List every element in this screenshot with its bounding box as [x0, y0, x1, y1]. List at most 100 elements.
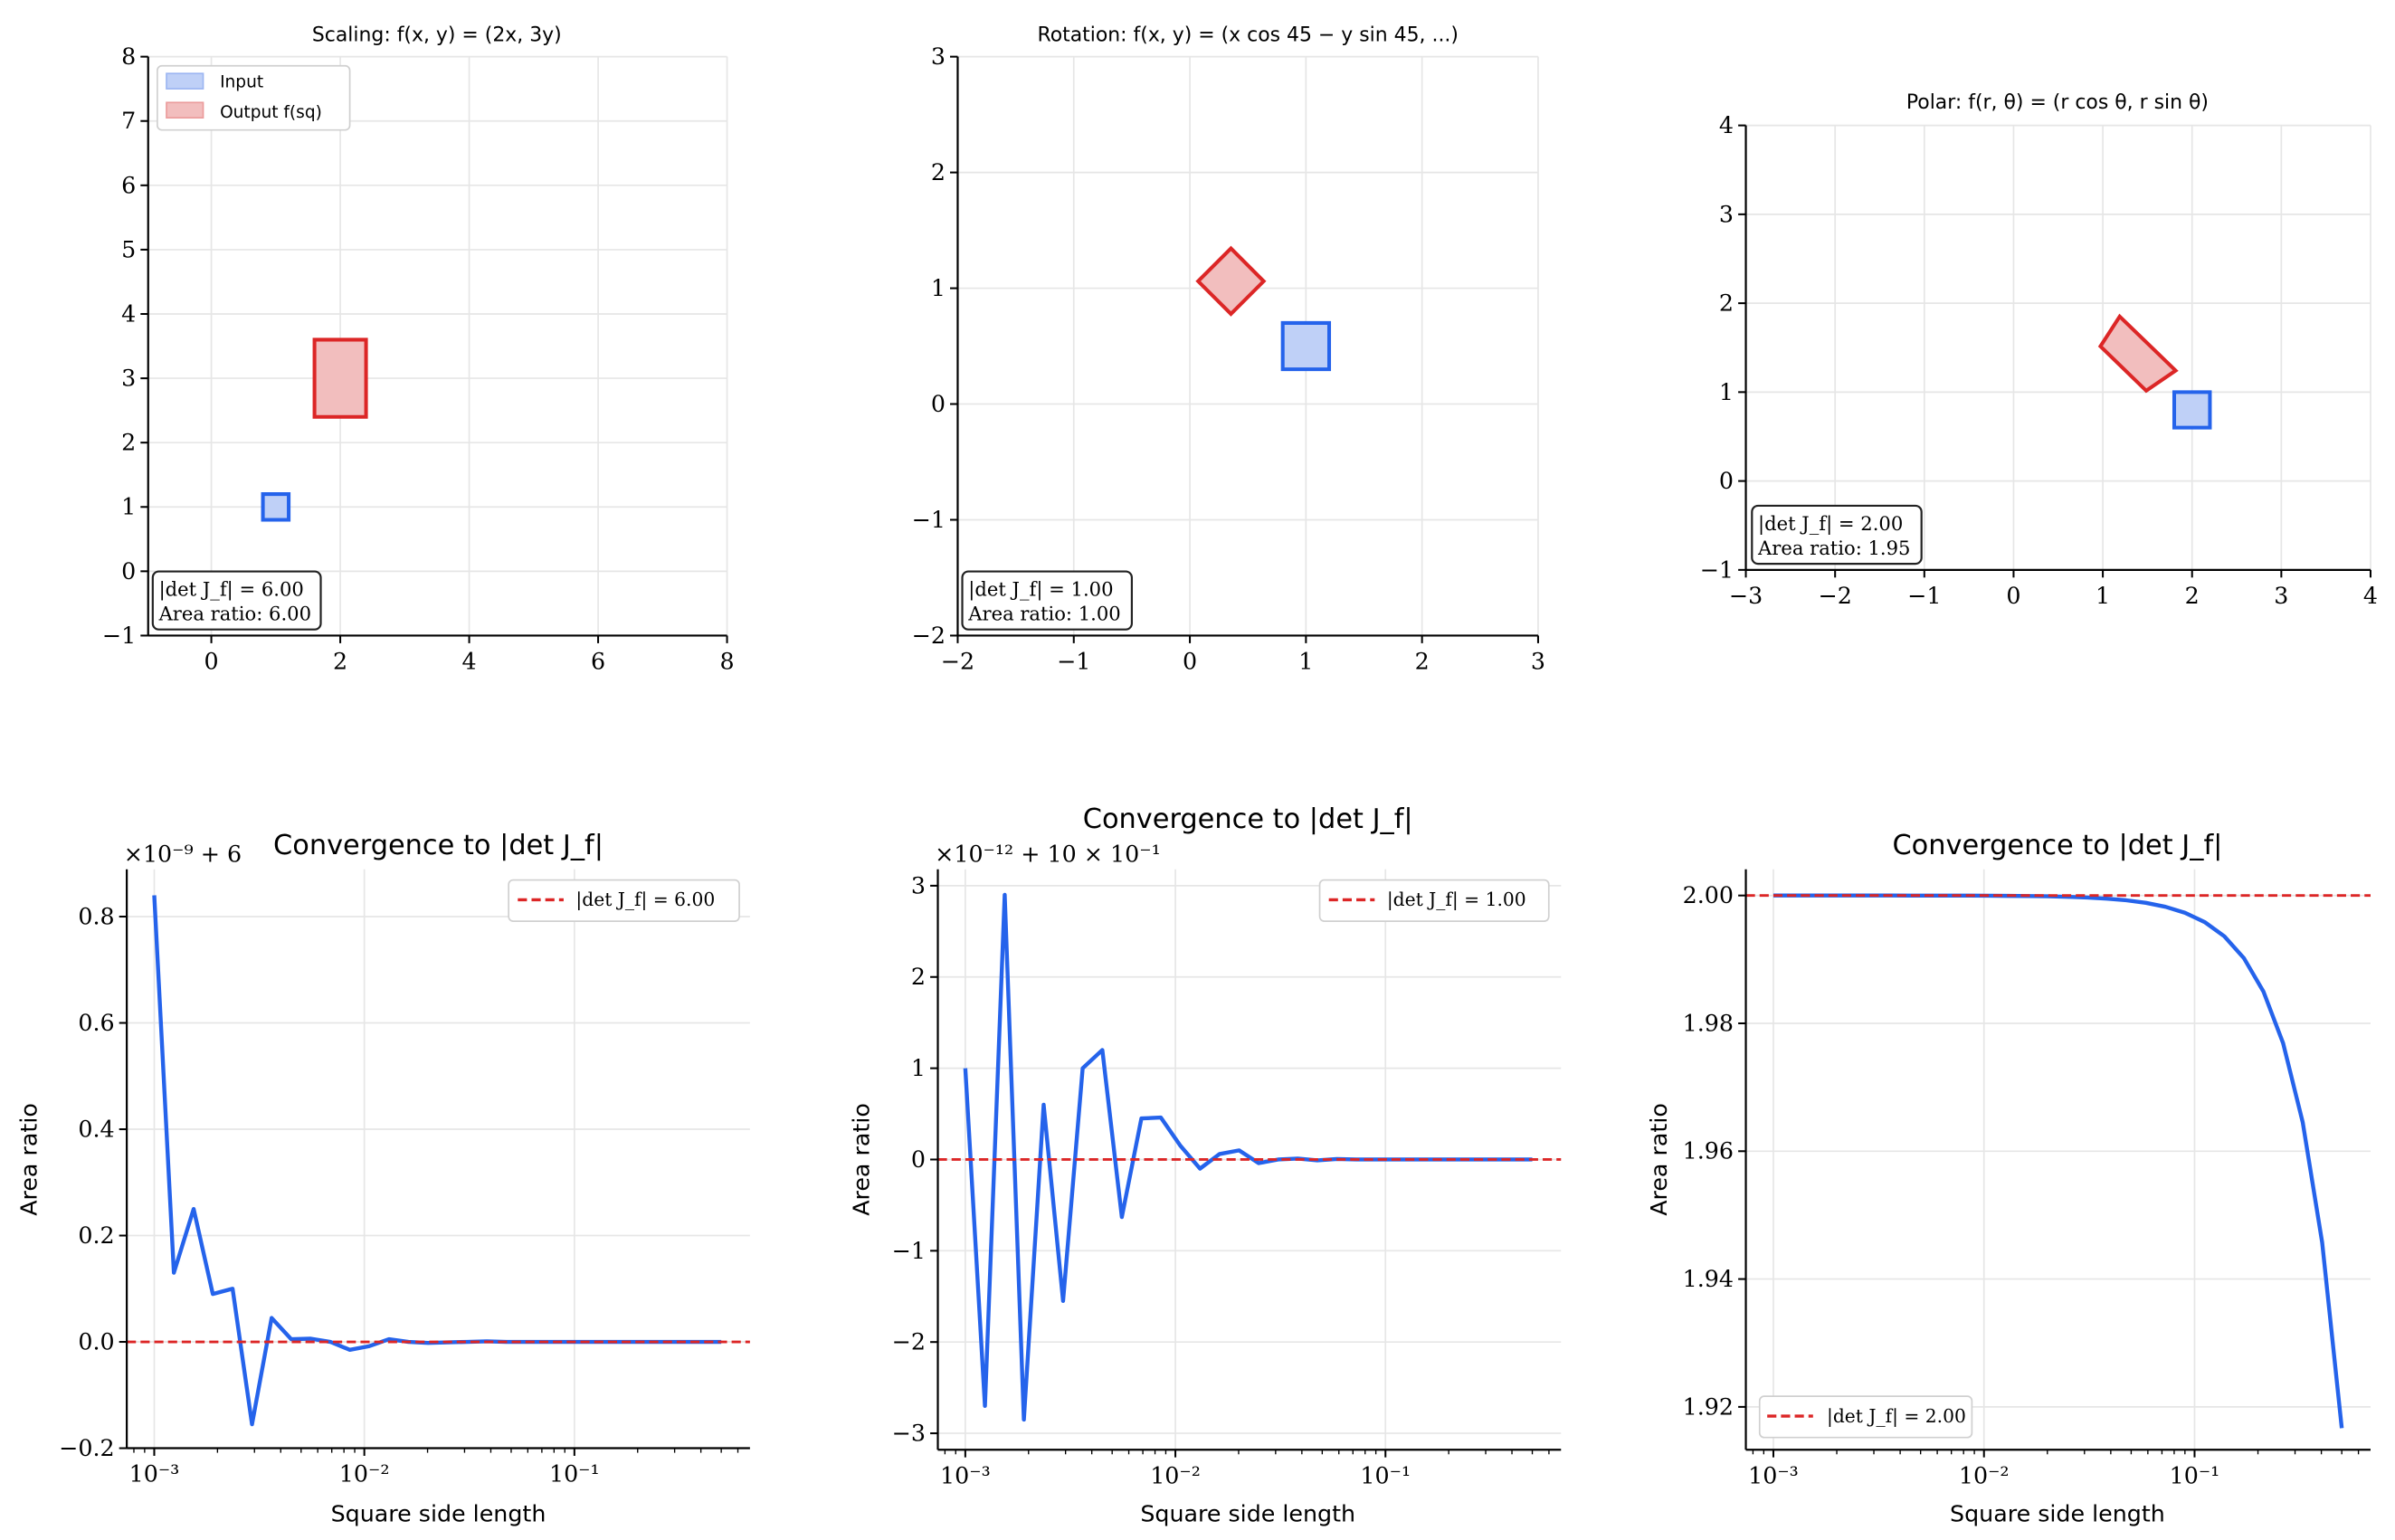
y-tick-label: 1 [1719, 378, 1734, 405]
area-ratio-line [152, 895, 722, 1427]
x-tick-label: 3 [2274, 582, 2288, 609]
y-tick-label: 2 [1719, 290, 1734, 317]
legend-frame [1318, 879, 1550, 922]
offset-text-scaling: ×10⁻⁹ + 6 [124, 840, 242, 867]
x-tick-label: 8 [719, 648, 734, 675]
y-tick-label: −2 [892, 1328, 926, 1355]
input-square [261, 492, 291, 522]
y-tick-label: 1 [931, 274, 946, 301]
y-tick-label: 0 [1719, 467, 1734, 494]
legend-frame [508, 879, 740, 922]
x-tick-label: 2 [2185, 582, 2200, 609]
title-polar: Polar: f(r, θ) = (r cos θ, r sin θ) [1906, 91, 2209, 114]
output-shape [2097, 313, 2179, 394]
y-tick-label: 1.94 [1683, 1265, 1734, 1292]
legend-convergence-scaling: |det J_f| = 6.00 [508, 879, 740, 922]
y-tick-label: 4 [1719, 111, 1734, 138]
x-tick-label: 10⁻¹ [1360, 1461, 1411, 1488]
y-tick-label: −1 [892, 1237, 926, 1264]
xlabel-scaling: Square side length [331, 1500, 546, 1527]
annotation-det: |det J_f| = 2.00 [1758, 512, 1903, 536]
y-tick-label: 0.2 [78, 1222, 114, 1249]
annotation-det: |det J_f| = 6.00 [159, 578, 304, 602]
annotation-frame [1751, 504, 1923, 566]
legend-frame [157, 64, 351, 131]
y-tick-label: 5 [121, 235, 136, 262]
annotation-frame [961, 570, 1134, 631]
area-ratio-line [963, 892, 1533, 1422]
offset-text-rotation: ×10⁻¹² + 10 × 10⁻¹ [935, 840, 1161, 867]
chart-rotation: −2 −1 0 1 2 3 −2 −1 0 1 2 3 [912, 43, 1545, 675]
legend-scaling: Input Output f(sq) [157, 64, 351, 131]
x-tick-label: 2 [1415, 648, 1430, 675]
title-scaling: Scaling: f(x, y) = (2x, 3y) [312, 24, 562, 47]
input-square [2172, 390, 2212, 430]
ylabel-rotation: Area ratio [848, 1103, 875, 1216]
x-tick-label: 0 [204, 648, 219, 675]
y-tick-label: 1.98 [1683, 1009, 1734, 1036]
y-tick-label: 6 [121, 171, 136, 198]
chart-scaling: 0 2 4 6 8 −1 0 1 2 3 4 5 6 7 8 [102, 43, 735, 675]
y-tick-label: 0 [121, 557, 136, 585]
y-tick-label: 0.8 [78, 902, 114, 929]
xlabel-rotation: Square side length [1140, 1500, 1355, 1527]
x-tick-label: −1 [1057, 648, 1090, 675]
annotation-det: |det J_f| = 1.00 [968, 578, 1113, 602]
x-tick-label: −2 [941, 648, 974, 675]
x-tick-label: 6 [591, 648, 605, 675]
legend-patch-output [166, 101, 204, 119]
y-tick-label: 0.6 [78, 1009, 114, 1036]
x-tick-label: −2 [1819, 582, 1852, 609]
ylabel-scaling: Area ratio [15, 1103, 43, 1216]
y-tick-label: 1.92 [1683, 1393, 1734, 1420]
y-tick-label: 2 [911, 963, 926, 990]
x-tick-label: 2 [333, 648, 347, 675]
x-tick-label: 3 [1531, 648, 1545, 675]
x-tick-label: 10⁻¹ [2170, 1461, 2220, 1488]
y-tick-label: 3 [1719, 200, 1734, 227]
x-tick-label: 4 [2363, 582, 2378, 609]
x-tick-label: 10⁻² [339, 1460, 390, 1488]
chart-convergence-polar: 10⁻³ 10⁻² 10⁻¹ 1.92 1.94 1.96 1.98 2.00 [1683, 869, 2371, 1488]
y-tick-label: 2 [121, 429, 136, 456]
xlabel-polar: Square side length [1950, 1500, 2165, 1527]
x-tick-label: 1 [2096, 582, 2110, 609]
y-tick-label: 0 [911, 1145, 926, 1173]
x-tick-label: 0 [1183, 648, 1197, 675]
y-tick-label: 1.96 [1683, 1137, 1734, 1165]
annotation-scaling: |det J_f| = 6.00 Area ratio: 6.00 [151, 570, 322, 631]
y-tick-label: 3 [121, 365, 136, 392]
y-tick-label: 3 [931, 43, 946, 70]
x-tick-label: −1 [1907, 582, 1941, 609]
y-tick-label: −1 [912, 506, 946, 533]
legend-label-output: Output f(sq) [220, 103, 322, 122]
legend-label-input: Input [220, 72, 263, 91]
legend-frame [1758, 1395, 1973, 1439]
y-tick-label: 2.00 [1683, 881, 1734, 908]
x-tick-label: 10⁻³ [940, 1461, 991, 1488]
annotation-polar: |det J_f| = 2.00 Area ratio: 1.95 [1751, 504, 1923, 566]
legend-convergence-polar: |det J_f| = 2.00 [1758, 1395, 1973, 1439]
chart-convergence-scaling: 10⁻³ 10⁻² 10⁻¹ −0.2 0.0 0.2 0.4 0.6 0.8 [59, 869, 750, 1488]
x-tick-label: 10⁻¹ [549, 1460, 600, 1488]
annotation-ratio: Area ratio: 1.00 [967, 603, 1120, 625]
y-tick-label: −0.2 [59, 1434, 114, 1461]
y-tick-label: 1 [911, 1054, 926, 1081]
ylabel-polar: Area ratio [1645, 1103, 1672, 1216]
x-tick-label: −3 [1729, 582, 1763, 609]
x-tick-label: 4 [462, 648, 477, 675]
annotation-frame [151, 570, 322, 631]
title-rotation: Rotation: f(x, y) = (x cos 45 − y sin 45… [1037, 24, 1459, 47]
annotation-ratio: Area ratio: 6.00 [158, 603, 311, 625]
output-shape [312, 337, 368, 419]
title-convergence-polar: Convergence to |det J_f| [1892, 830, 2222, 861]
annotation-rotation: |det J_f| = 1.00 Area ratio: 1.00 [961, 570, 1134, 631]
x-tick-label: 10⁻² [1959, 1461, 2010, 1488]
y-tick-label: 7 [121, 107, 136, 134]
legend-patch-input [166, 72, 204, 90]
y-tick-label: 0.4 [78, 1115, 114, 1142]
y-tick-label: −3 [892, 1420, 926, 1447]
x-tick-label: 0 [2006, 582, 2020, 609]
